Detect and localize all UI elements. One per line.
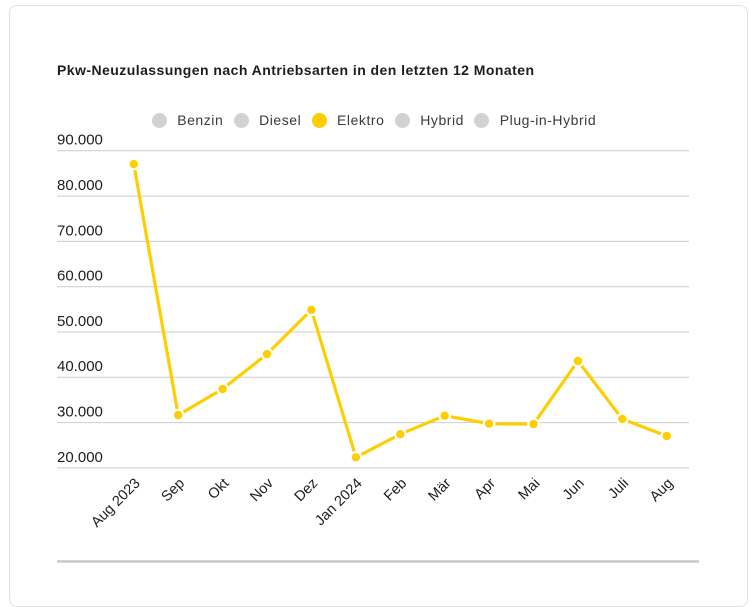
svg-text:70.000: 70.000 — [57, 222, 103, 239]
svg-text:Sep: Sep — [158, 476, 188, 506]
svg-text:80.000: 80.000 — [57, 177, 103, 194]
svg-text:Aug 2023: Aug 2023 — [88, 476, 143, 531]
svg-text:30.000: 30.000 — [57, 404, 103, 421]
svg-text:Okt: Okt — [205, 476, 232, 503]
svg-text:Mai: Mai — [515, 476, 543, 504]
svg-text:50.000: 50.000 — [57, 313, 103, 330]
svg-text:Jun: Jun — [560, 476, 588, 504]
svg-text:Feb: Feb — [381, 476, 410, 505]
svg-text:90.000: 90.000 — [57, 132, 103, 149]
svg-text:Dez: Dez — [292, 476, 322, 506]
svg-text:20.000: 20.000 — [57, 449, 103, 466]
svg-text:Aug: Aug — [647, 476, 677, 506]
svg-text:Jan 2024: Jan 2024 — [312, 476, 366, 530]
svg-text:Apr: Apr — [472, 475, 499, 502]
svg-text:40.000: 40.000 — [57, 358, 103, 375]
svg-text:60.000: 60.000 — [57, 268, 103, 285]
svg-text:Juli: Juli — [605, 476, 632, 503]
svg-text:Nov: Nov — [247, 475, 277, 505]
svg-text:Mär: Mär — [426, 475, 455, 504]
